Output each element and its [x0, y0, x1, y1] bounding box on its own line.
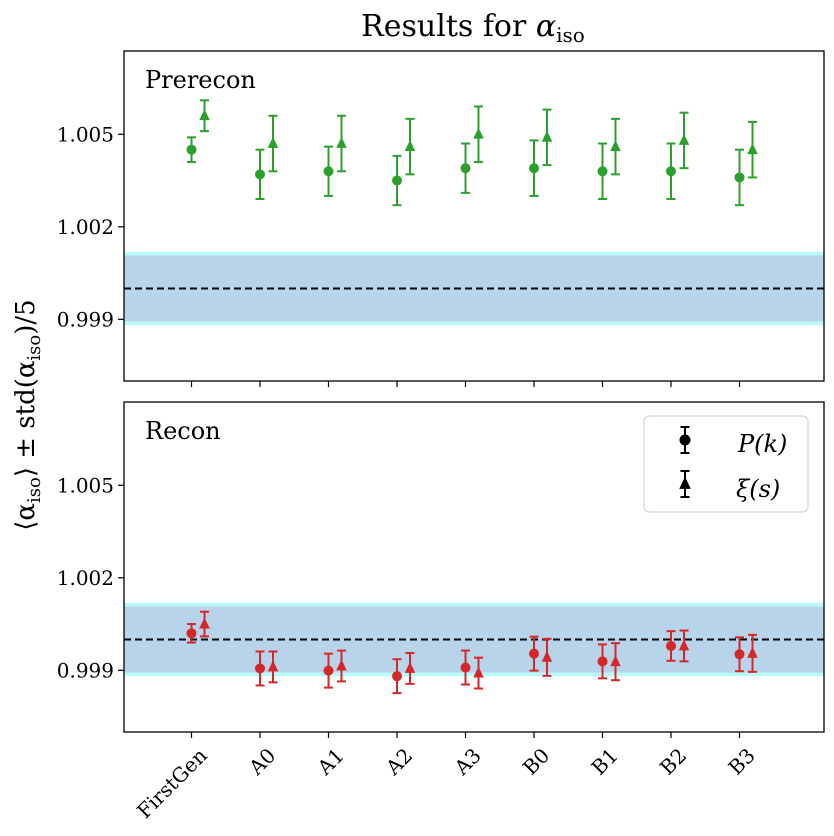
plot-frame	[123, 401, 825, 733]
data-point	[186, 628, 197, 639]
legend-marker	[679, 476, 691, 489]
x-tick-label: B3	[723, 743, 759, 779]
data-point	[460, 662, 471, 673]
data-point	[460, 163, 471, 174]
legend-entry-xis	[679, 470, 691, 498]
data-point	[734, 649, 745, 660]
data-point	[541, 130, 553, 142]
data-point	[734, 172, 745, 183]
x-tick-label: A0	[243, 743, 280, 780]
panel-label: Recon	[145, 417, 221, 445]
data-point	[610, 655, 621, 667]
legend-label-xis: ξ(s)	[736, 475, 780, 503]
data-point	[255, 663, 265, 674]
y-tick-label: 1.005	[57, 122, 114, 146]
data-point	[473, 127, 484, 139]
x-tick-label: B0	[518, 743, 554, 779]
series-recon-circle	[186, 623, 745, 695]
data-point	[404, 661, 416, 673]
panel-label: Prerecon	[145, 66, 256, 94]
data-point	[473, 666, 484, 678]
series-prerecon-circle	[186, 136, 745, 207]
panel-recon: 0.999 1.002 1.005 Recon	[57, 401, 825, 738]
data-point	[747, 143, 758, 155]
legend: P(k) ξ(s)	[643, 415, 809, 513]
legend-entry-pk	[679, 426, 691, 454]
data-point	[747, 646, 758, 658]
data-point	[323, 665, 334, 676]
data-point	[678, 133, 690, 145]
legend-marker	[679, 434, 691, 446]
x-tick-labels: FirstGen A0 A1 A2 A3 B0 B1 B2 B3	[132, 743, 760, 823]
data-point	[186, 144, 197, 155]
data-point	[666, 166, 676, 177]
panel-prerecon: 0.999 1.002 1.005 Prerecon	[57, 50, 825, 387]
x-tick-label: A1	[312, 743, 349, 780]
data-point	[597, 166, 608, 177]
data-point	[336, 136, 347, 148]
data-point	[336, 659, 347, 671]
y-tick-label: 1.002	[57, 566, 114, 590]
data-point	[529, 648, 539, 659]
data-point	[267, 136, 279, 148]
x-tick-label: FirstGen	[132, 743, 212, 823]
y-tick-label: 0.999	[57, 307, 114, 331]
legend-label-pk: P(k)	[737, 430, 787, 458]
plot-frame	[123, 50, 825, 382]
x-tick-label: A2	[380, 743, 417, 780]
data-point	[267, 660, 279, 672]
x-tick-label: A3	[449, 743, 486, 780]
chart-title: Results for αiso	[361, 9, 585, 47]
data-point	[541, 650, 553, 662]
y-tick-label: 1.002	[57, 215, 114, 239]
data-point	[666, 640, 676, 651]
data-point	[323, 166, 334, 177]
data-point	[392, 671, 402, 682]
data-point	[529, 163, 539, 174]
x-tick-label: B1	[586, 743, 622, 779]
data-point	[392, 175, 402, 186]
y-tick-label: 1.005	[57, 473, 114, 497]
data-point	[678, 639, 690, 651]
data-point	[199, 617, 210, 629]
y-tick-label: 0.999	[57, 658, 114, 682]
data-point	[404, 140, 416, 152]
x-tick-label: B2	[655, 743, 691, 779]
y-axis-label: ⟨αiso⟩ ± std(αiso)/5	[11, 299, 45, 530]
series-recon-triangle	[199, 610, 758, 690]
data-point	[255, 169, 265, 180]
data-point	[610, 140, 621, 152]
series-prerecon-triangle	[199, 99, 758, 179]
data-point	[199, 109, 210, 121]
data-point	[597, 656, 608, 667]
